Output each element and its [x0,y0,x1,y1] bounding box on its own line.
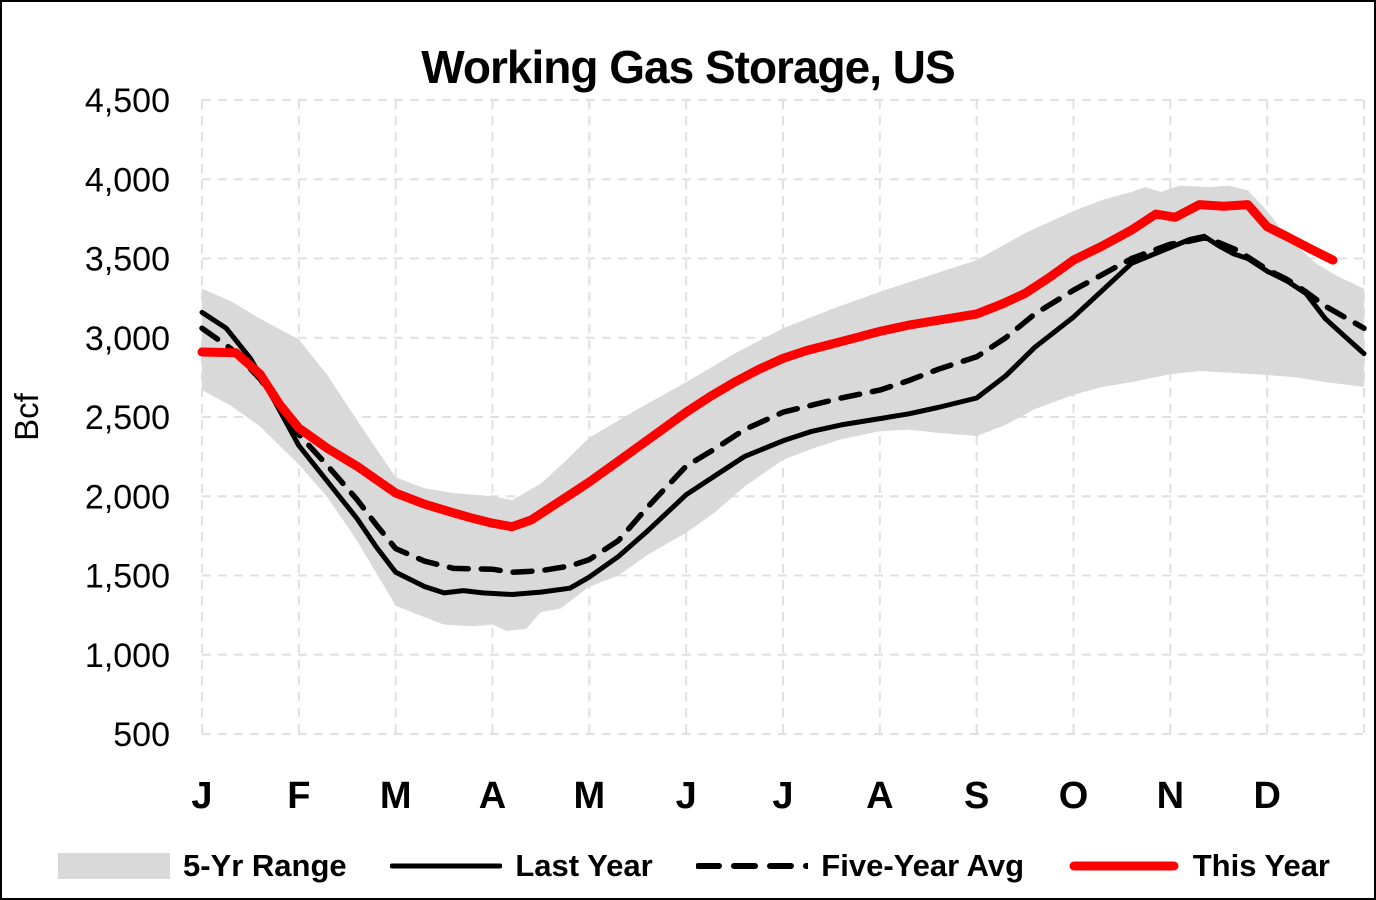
x-month-label: S [964,775,989,817]
thick-red-line-swatch-icon [1069,861,1179,871]
legend: 5-Yr Range Last Year Five-Year Avg This … [58,840,1330,892]
y-tick-label: 500 [113,716,170,754]
y-tick-label: 3,500 [85,241,170,279]
y-tick-label: 2,000 [85,478,170,516]
x-month-label: J [676,775,697,817]
x-month-label: N [1157,775,1184,817]
x-month-label: D [1253,775,1280,817]
series-line-this-year [197,200,1338,532]
range-band-swatch-icon [58,853,170,879]
y-tick-label: 4,000 [85,161,170,199]
x-month-label: J [191,775,212,817]
chart-title: Working Gas Storage, US [421,41,955,93]
y-tick-label: 4,500 [85,82,170,120]
y-tick-label: 2,500 [85,399,170,437]
y-tick-label: 3,000 [85,320,170,358]
legend-label: Last Year [515,848,653,883]
series-layer [197,200,1367,597]
y-tick-label: 1,000 [85,637,170,675]
x-month-label: A [866,775,893,817]
x-month-label: O [1059,775,1089,817]
legend-item-last-year: Last Year [390,848,653,884]
x-month-label: A [479,775,506,817]
legend-item-five-year-avg: Five-Year Avg [696,848,1024,884]
x-month-label: F [287,775,310,817]
dashed-line-swatch-icon [696,863,809,869]
series-line-five-year-avg [199,235,1367,576]
x-month-label: M [380,775,412,817]
x-month-label: M [574,775,606,817]
solid-line-swatch-icon [390,863,503,869]
axis-layer: 500 1,000 1,500 2,000 2,500 3,000 3,500 4,000 4,… [85,82,1281,817]
legend-label: This Year [1192,848,1330,883]
series-line-last-year [199,233,1367,597]
y-tick-label: 1,500 [85,558,170,596]
y-axis-title: Bcf [8,392,45,441]
legend-item-5yr-range: 5-Yr Range [58,848,347,884]
x-month-label: J [772,775,793,817]
legend-item-this-year: This Year [1068,848,1330,884]
legend-label: Five-Year Avg [821,848,1025,883]
legend-label: 5-Yr Range [183,848,347,883]
